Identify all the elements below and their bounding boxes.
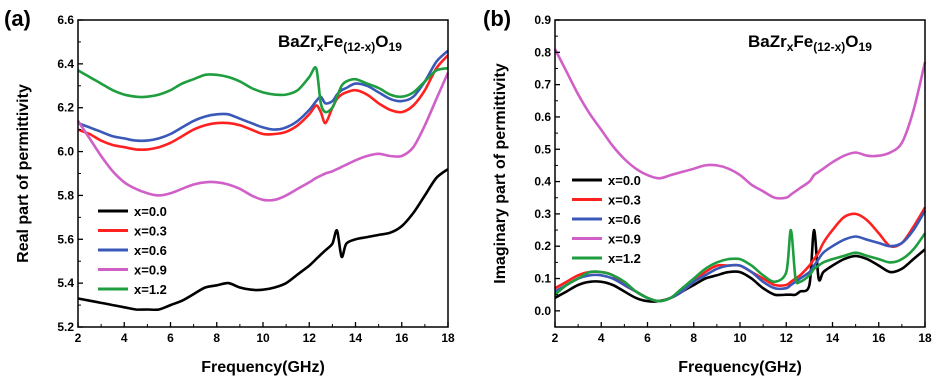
x-axis-label: Frequency(GHz) <box>201 359 325 376</box>
y-axis-label: Real part of permittivity <box>15 84 32 263</box>
series-line-x09 <box>76 72 450 202</box>
formula-part-x-sub: x <box>317 40 324 54</box>
x-tick-label: 4 <box>598 331 605 345</box>
x-tick-label: 8 <box>213 331 220 345</box>
y-tick-label: 5.4 <box>57 276 74 290</box>
y-tick-label: 0.6 <box>534 110 551 124</box>
legend-label: x=0.9 <box>134 263 167 278</box>
formula-part-fe-sub: (12-x) <box>343 40 375 54</box>
x-tick-label: 6 <box>644 331 651 345</box>
panel-label: (b) <box>483 6 511 31</box>
panel-a: 2 4 6 8 10 12 14 16 18 5.2 5.4 5.6 5.8 6.0 6.2 6.4 6.6 Fr… <box>4 6 455 376</box>
x-tick-label: 2 <box>552 331 559 345</box>
x-tick-label: 10 <box>256 331 270 345</box>
panel-label: (a) <box>4 6 31 31</box>
formula-part-fe-sub: (12-x) <box>813 40 845 54</box>
y-tick-label: 0.8 <box>534 45 551 59</box>
x-axis-label: Frequency(GHz) <box>678 359 802 376</box>
series-line-x12 <box>554 228 927 303</box>
series-line-x06 <box>554 210 927 303</box>
formula-part-o-sub: 19 <box>859 40 873 54</box>
plot-frame <box>77 19 449 328</box>
legend-label: x=0.0 <box>134 204 167 219</box>
y-tick-label: 0.0 <box>534 304 551 318</box>
y-tick-label: 6.2 <box>57 101 74 115</box>
legend-label: x=0.9 <box>608 232 641 247</box>
x-tick-label: 18 <box>918 331 932 345</box>
x-tick-label: 10 <box>733 331 747 345</box>
y-tick-label: 0.3 <box>534 207 551 221</box>
formula-part-main: BaZr <box>278 32 317 51</box>
formula-annotation: BaZrxFe(12-x)O19 <box>748 32 872 54</box>
x-tick-label: 6 <box>167 331 174 345</box>
series-line-x06 <box>77 49 449 143</box>
legend-label: x=0.3 <box>134 224 167 239</box>
y-tick-label: 0.5 <box>534 142 551 156</box>
legend-label: x=1.2 <box>608 251 641 266</box>
y-tick-label: 6.4 <box>57 57 74 71</box>
series-line-x03 <box>77 54 449 151</box>
legend-label: x=0.6 <box>608 212 641 227</box>
legend-label: x=0.6 <box>134 243 167 258</box>
x-tick-label: 14 <box>826 331 840 345</box>
y-tick-label: 5.2 <box>57 320 74 334</box>
y-tick-label: 5.6 <box>57 232 74 246</box>
x-tick-label: 12 <box>780 331 794 345</box>
formula-part-o-sub: 19 <box>389 40 403 54</box>
formula-part-x-sub: x <box>787 40 794 54</box>
y-tick-label: 0.4 <box>534 175 551 189</box>
y-tick-label: 6.0 <box>57 145 74 159</box>
legend-label: x=0.0 <box>608 173 641 188</box>
legend-label: x=0.3 <box>608 193 641 208</box>
y-tick-label: 6.6 <box>57 13 74 27</box>
panel-b: 2 4 6 8 10 12 14 16 18 0.0 0.1 0.2 0.3 0.4 0.5 0.6 0.7 0.… <box>483 6 932 376</box>
x-tick-label: 4 <box>121 331 128 345</box>
x-tick-label: 8 <box>690 331 697 345</box>
formula-part-o: O <box>845 32 858 51</box>
formula-part-mid: Fe <box>323 32 343 51</box>
y-tick-label: 0.1 <box>534 272 551 286</box>
formula-part-o: O <box>375 32 388 51</box>
x-tick-label: 16 <box>395 331 409 345</box>
y-tick-label: 0.9 <box>534 13 551 27</box>
formula-part-main: BaZr <box>748 32 787 51</box>
series-line-x09 <box>553 48 927 200</box>
formula-annotation: BaZrxFe(12-x)O19 <box>278 32 402 54</box>
series-line-x12 <box>77 66 449 114</box>
series-line-x00 <box>77 168 449 312</box>
y-tick-label: 0.7 <box>534 78 551 92</box>
x-tick-label: 18 <box>441 331 455 345</box>
x-tick-label: 16 <box>872 331 886 345</box>
y-tick-label: 0.2 <box>534 239 551 253</box>
x-tick-label: 14 <box>349 331 363 345</box>
x-tick-label: 12 <box>303 331 317 345</box>
x-tick-label: 2 <box>75 331 82 345</box>
y-tick-label: 5.8 <box>57 188 74 202</box>
legend-label: x=1.2 <box>134 282 167 297</box>
series-line-x00 <box>554 228 926 303</box>
y-axis-label: Imaginary part of permittivity <box>492 63 509 284</box>
formula-part-mid: Fe <box>793 32 813 51</box>
